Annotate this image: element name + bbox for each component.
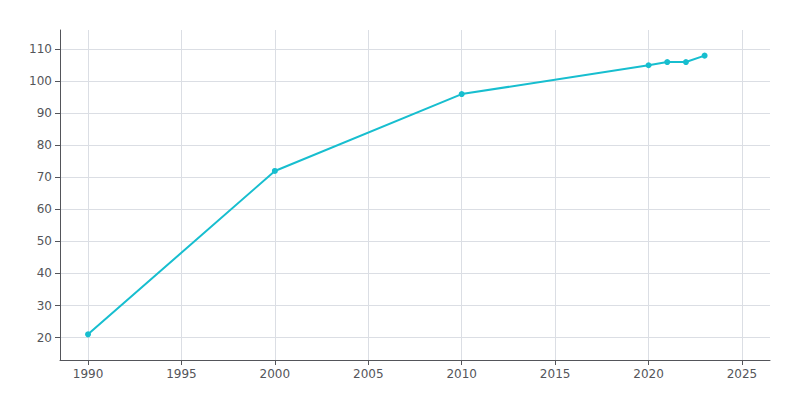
svg-text:2005: 2005 xyxy=(353,367,384,381)
svg-text:60: 60 xyxy=(37,202,52,216)
svg-text:2025: 2025 xyxy=(727,367,758,381)
svg-text:2010: 2010 xyxy=(446,367,477,381)
svg-text:30: 30 xyxy=(37,299,52,313)
svg-text:1990: 1990 xyxy=(73,367,104,381)
svg-text:50: 50 xyxy=(37,234,52,248)
svg-text:80: 80 xyxy=(37,138,52,152)
svg-text:70: 70 xyxy=(37,170,52,184)
svg-text:20: 20 xyxy=(37,331,52,345)
svg-text:90: 90 xyxy=(37,106,52,120)
svg-text:1995: 1995 xyxy=(166,367,197,381)
svg-text:110: 110 xyxy=(29,42,52,56)
svg-text:2015: 2015 xyxy=(540,367,571,381)
svg-text:100: 100 xyxy=(29,74,52,88)
svg-text:40: 40 xyxy=(37,266,52,280)
svg-text:2020: 2020 xyxy=(633,367,664,381)
svg-text:2000: 2000 xyxy=(260,367,291,381)
